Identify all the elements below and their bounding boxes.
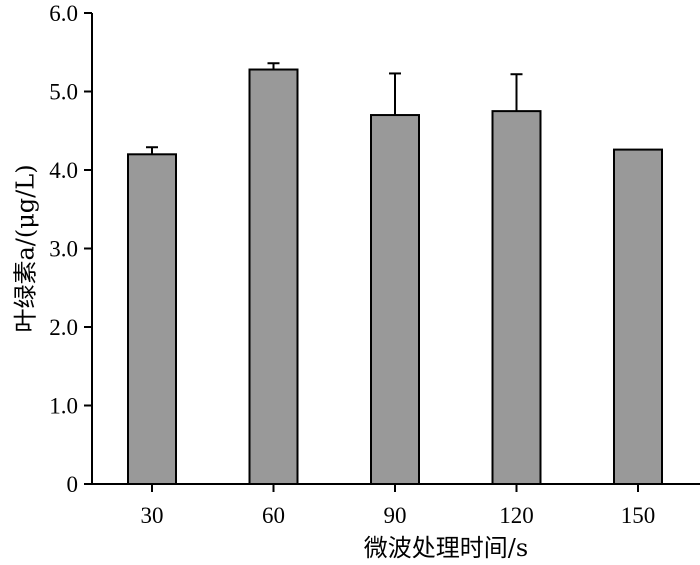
bar-150 xyxy=(613,148,663,485)
bar-90 xyxy=(370,114,420,486)
x-ticks-layer: 30 60 90 120 150 xyxy=(141,484,656,528)
bars-layer xyxy=(127,68,663,486)
error-bars-layer xyxy=(146,62,523,155)
x-tick-label: 60 xyxy=(262,503,285,528)
y-tick-label: 6.0 xyxy=(49,1,78,26)
y-ticks-layer: 0 1.0 2.0 3.0 4.0 5.0 6.0 xyxy=(49,1,92,497)
bar-60 xyxy=(248,68,299,486)
y-tick-label: 0 xyxy=(67,472,79,497)
x-tick-label: 120 xyxy=(499,503,534,528)
error-bar-60 xyxy=(267,62,280,70)
x-axis-title: 微波处理时间/s xyxy=(364,534,528,562)
y-tick-label: 1.0 xyxy=(49,394,78,419)
error-bar-30 xyxy=(146,146,158,155)
bar-120 xyxy=(491,110,542,485)
x-tick-label: 90 xyxy=(384,503,407,528)
error-bar-90 xyxy=(389,72,401,116)
y-tick-label: 4.0 xyxy=(49,158,78,183)
x-tick-label: 30 xyxy=(141,503,164,528)
y-tick-label: 2.0 xyxy=(49,315,78,340)
y-tick-label: 5.0 xyxy=(49,80,78,105)
bar-30 xyxy=(127,153,177,486)
x-tick-label: 150 xyxy=(621,503,656,528)
y-tick-label: 3.0 xyxy=(49,237,78,262)
error-bar-120 xyxy=(510,73,523,112)
y-axis-title: 叶绿素a/(μg/L) xyxy=(12,164,40,332)
